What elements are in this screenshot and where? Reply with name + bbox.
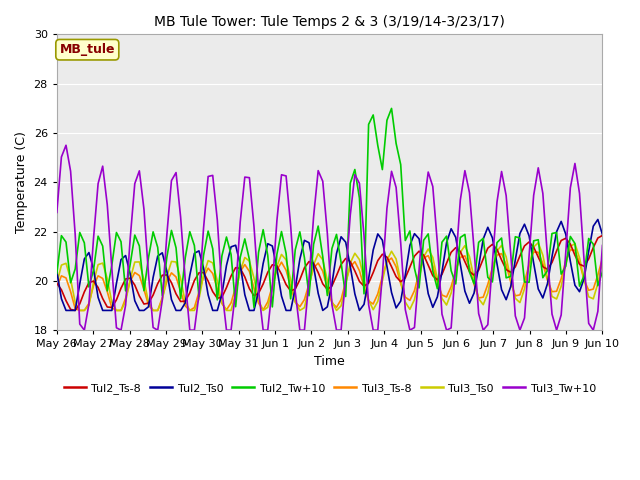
Tul2_Ts-8 <box>71 308 79 313</box>
Line: Tul2_Ts-8: Tul2_Ts-8 <box>57 235 602 311</box>
Tul3_Ts0 <box>589 296 597 302</box>
Tul3_Tw+10 <box>209 172 216 178</box>
Text: MB_tule: MB_tule <box>60 43 115 56</box>
Tul3_Ts-8 <box>433 279 441 285</box>
Tul2_Ts0 <box>62 308 70 313</box>
Tul3_Tw+10 <box>62 143 70 148</box>
Tul2_Ts-8 <box>488 241 496 247</box>
Tul3_Ts-8 <box>172 274 180 280</box>
Tul2_Ts-8 <box>433 277 441 283</box>
Tul3_Tw+10 <box>53 210 61 216</box>
Tul3_Ts0 <box>598 258 606 264</box>
Tul2_Ts0 <box>172 308 180 313</box>
Tul2_Ts-8 <box>204 278 212 284</box>
Tul3_Tw+10 <box>365 302 372 308</box>
Tul2_Ts0 <box>598 232 606 238</box>
Tul3_Ts0 <box>204 258 212 264</box>
Tul3_Ts0 <box>360 276 368 282</box>
Tul2_Ts-8 <box>360 283 368 289</box>
Tul3_Ts0 <box>433 276 441 282</box>
Tul3_Ts-8 <box>360 284 368 290</box>
Line: Tul3_Ts-8: Tul3_Ts-8 <box>57 250 602 311</box>
Tul2_Tw+10 <box>388 106 396 111</box>
Tul2_Ts-8 <box>172 291 180 297</box>
Y-axis label: Temperature (C): Temperature (C) <box>15 132 28 233</box>
Tul3_Tw+10 <box>81 327 88 333</box>
Tul2_Ts0 <box>53 269 61 275</box>
Tul2_Tw+10 <box>200 252 207 258</box>
Tul3_Ts-8 <box>53 284 61 290</box>
Tul2_Ts0 <box>585 248 593 254</box>
Tul3_Ts-8 <box>204 265 212 271</box>
Tul3_Ts-8 <box>598 255 606 261</box>
Line: Tul3_Tw+10: Tul3_Tw+10 <box>57 145 602 330</box>
Tul2_Tw+10 <box>53 271 61 276</box>
Line: Tul2_Tw+10: Tul2_Tw+10 <box>57 108 602 307</box>
Tul2_Ts-8 <box>598 232 606 238</box>
Tul2_Ts0 <box>488 235 496 240</box>
Tul2_Ts0 <box>594 216 602 222</box>
Tul3_Ts-8 <box>566 247 574 253</box>
Tul2_Tw+10 <box>438 240 446 245</box>
Line: Tul2_Ts0: Tul2_Ts0 <box>57 219 602 311</box>
Tul3_Tw+10 <box>598 242 606 248</box>
Tul3_Tw+10 <box>177 214 184 220</box>
Tul2_Ts0 <box>204 292 212 298</box>
Tul2_Tw+10 <box>589 241 597 247</box>
Tul3_Ts0 <box>488 267 496 273</box>
Tul3_Ts0 <box>76 308 84 313</box>
Tul3_Tw+10 <box>493 199 501 205</box>
Tul2_Tw+10 <box>493 240 501 245</box>
Tul3_Tw+10 <box>589 327 597 333</box>
Tul3_Ts0 <box>53 280 61 286</box>
Tul2_Tw+10 <box>598 269 606 275</box>
Line: Tul3_Ts0: Tul3_Ts0 <box>57 243 602 311</box>
Tul2_Tw+10 <box>168 228 175 233</box>
Tul3_Ts0 <box>534 240 542 246</box>
X-axis label: Time: Time <box>314 355 345 368</box>
Tul2_Ts0 <box>433 294 441 300</box>
Tul3_Ts-8 <box>589 286 597 292</box>
Legend: Tul2_Ts-8, Tul2_Ts0, Tul2_Tw+10, Tul3_Ts-8, Tul3_Ts0, Tul3_Tw+10: Tul2_Ts-8, Tul2_Ts0, Tul2_Tw+10, Tul3_Ts… <box>59 379 600 398</box>
Tul3_Ts-8 <box>76 308 84 313</box>
Tul3_Ts0 <box>172 259 180 265</box>
Tul2_Ts-8 <box>585 256 593 262</box>
Tul2_Tw+10 <box>250 304 258 310</box>
Tul2_Tw+10 <box>360 291 368 297</box>
Tul2_Ts0 <box>360 301 368 307</box>
Tul3_Tw+10 <box>438 311 446 317</box>
Tul2_Ts-8 <box>53 280 61 286</box>
Title: MB Tule Tower: Tule Temps 2 & 3 (3/19/14-3/23/17): MB Tule Tower: Tule Temps 2 & 3 (3/19/14… <box>154 15 505 29</box>
Tul3_Ts-8 <box>488 265 496 271</box>
